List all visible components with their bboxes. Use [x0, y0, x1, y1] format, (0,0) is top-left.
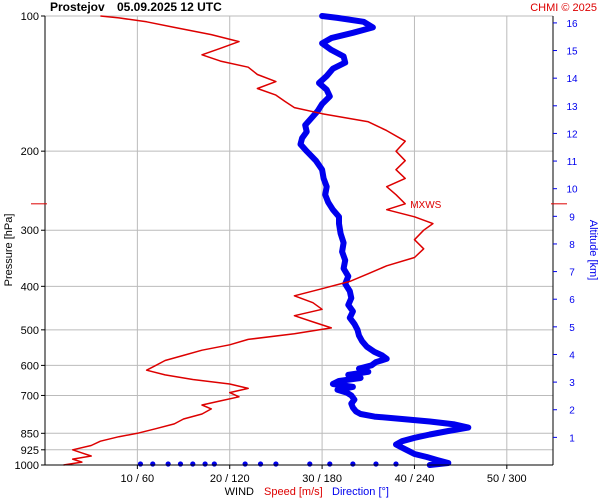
altitude-tick-label: 12	[566, 129, 578, 140]
direction-point	[137, 461, 144, 467]
direction-point	[273, 461, 279, 467]
direction-point	[350, 461, 356, 467]
direction-point	[150, 461, 156, 467]
direction-point	[307, 461, 313, 467]
x-tick-labels: 10 / 60 20 / 120 30 / 180 40 / 240 50 / 300	[121, 465, 527, 485]
pressure-tick-labels: 100 200 300 400 500 600 700 850 925 1000	[15, 11, 45, 472]
chmi-credit: CHMI © 2025	[530, 2, 597, 14]
altitude-tick-label: 2	[569, 406, 575, 417]
direction-point	[202, 461, 208, 467]
direction-point	[242, 461, 248, 467]
altitude-tick-label: 15	[566, 47, 578, 58]
pressure-tick-label: 850	[21, 428, 39, 440]
altitude-tick-label: 13	[566, 102, 578, 113]
altitude-tick-label: 7	[569, 268, 575, 279]
direction-point	[177, 461, 184, 467]
altitude-tick-label: 8	[569, 240, 575, 251]
altitude-tick-label: 6	[569, 295, 575, 306]
altitude-tick-label: 3	[569, 378, 575, 389]
direction-point	[257, 461, 264, 467]
pressure-tick-label: 100	[21, 11, 39, 23]
profiles-layer	[63, 13, 472, 468]
pressure-tick-label: 700	[21, 390, 39, 402]
direction-point	[373, 461, 379, 467]
altitude-tick-label: 14	[566, 74, 578, 85]
x-tick-label: 40 / 240	[395, 473, 435, 485]
x-tick-label: 20 / 120	[210, 473, 250, 485]
direction-series-line	[297, 13, 472, 468]
wind-label: WIND	[225, 486, 254, 498]
x-tick-label: 10 / 60	[121, 473, 155, 485]
chart-datetime: 05.09.2025 12 UTC	[117, 0, 222, 14]
pressure-axis-title: Pressure [hPa]	[3, 214, 15, 287]
x-tick-label: 50 / 300	[487, 473, 527, 485]
direction-point	[393, 461, 399, 467]
chart-station-title: Prostejov	[50, 0, 105, 14]
direction-point	[327, 461, 333, 467]
pressure-tick-label: 200	[21, 146, 39, 158]
pressure-tick-label: 500	[21, 325, 39, 337]
pressure-tick-label: 1000	[15, 460, 39, 472]
direction-point	[211, 461, 217, 467]
altitude-axis-title: Altitude [km]	[587, 220, 599, 281]
altitude-tick-label: 9	[569, 212, 575, 223]
direction-point	[190, 461, 196, 467]
x-tick-label: 30 / 180	[302, 473, 342, 485]
altitude-tick-label: 16	[566, 19, 578, 30]
speed-unit-label: Speed [m/s]	[264, 486, 323, 498]
speed-series-line	[63, 15, 434, 466]
altitude-tick-label: 5	[569, 323, 575, 334]
altitude-tick-label: 11	[567, 157, 578, 168]
pressure-tick-label: 400	[21, 281, 39, 293]
pressure-tick-label: 300	[21, 225, 39, 237]
pressure-tick-label: 925	[21, 445, 39, 457]
pressure-tick-label: 600	[21, 360, 39, 372]
mxws-annotation: MXWS	[410, 200, 441, 211]
grid-layer	[45, 15, 553, 466]
altitude-tick-label: 10	[566, 185, 578, 196]
altitude-tick-label: 4	[569, 350, 575, 361]
direction-point	[165, 461, 171, 467]
altitude-tick-label: 1	[569, 433, 575, 444]
direction-unit-label: Direction [°]	[332, 486, 389, 498]
